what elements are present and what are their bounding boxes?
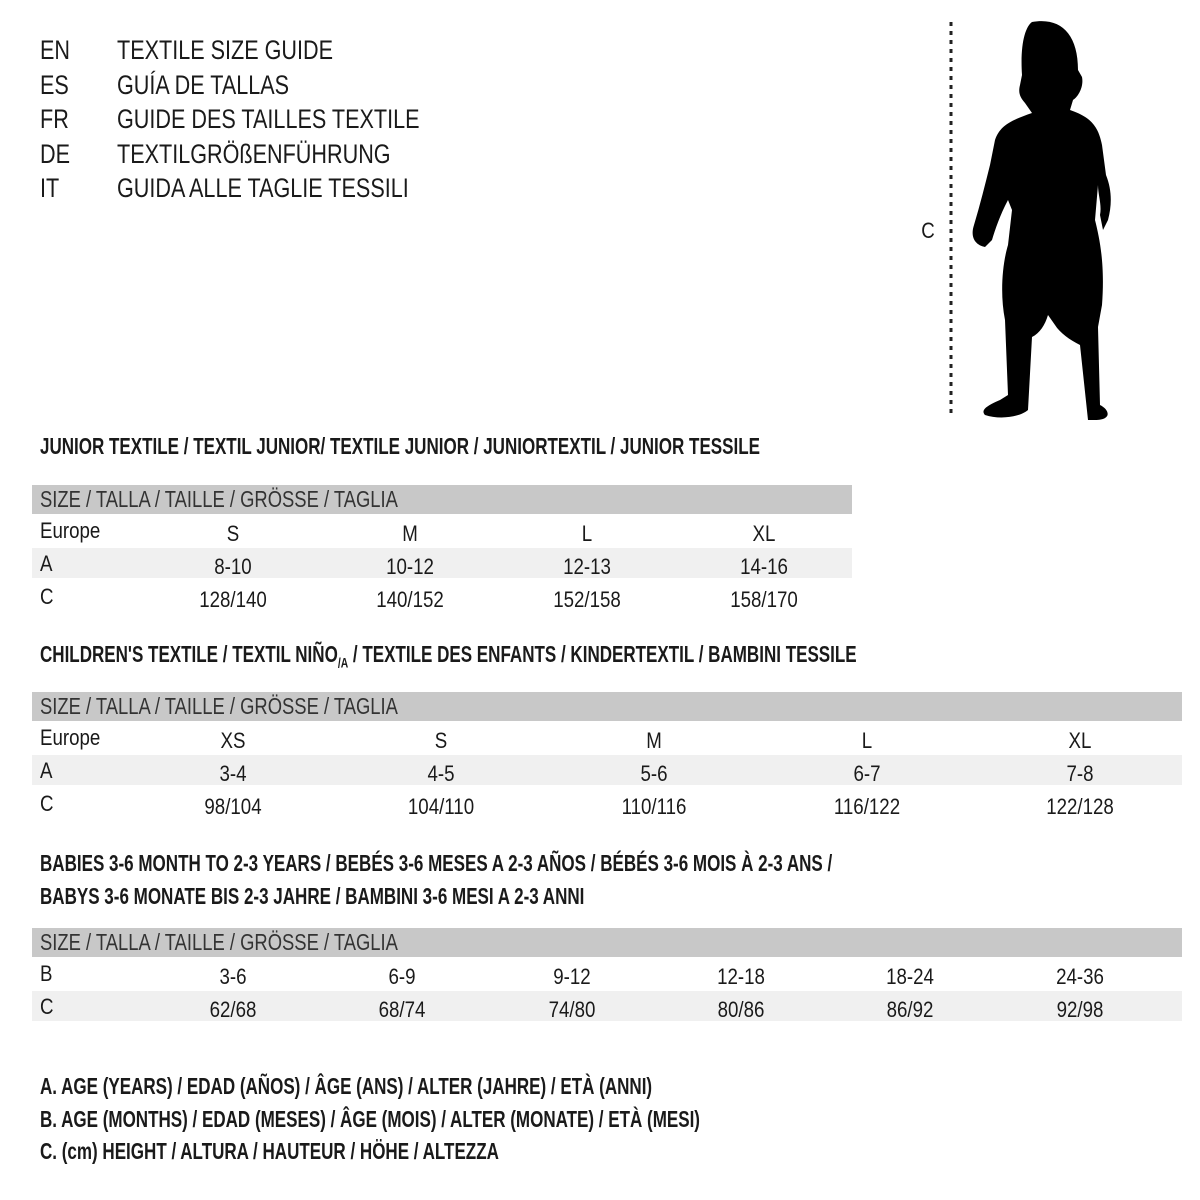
- table-cell: 80/86: [717, 997, 765, 1022]
- size-header-bar: [32, 928, 1182, 957]
- language-code: DE: [40, 138, 71, 169]
- legend-a: A. AGE (YEARS) / EDAD (AÑOS) / ÂGE (ANS)…: [40, 1073, 653, 1099]
- table-cell: 12-18: [717, 964, 765, 989]
- height-label: C: [921, 218, 935, 243]
- size-header-label: SIZE / TALLA / TAILLE / GRÖSSE / TAGLIA: [40, 693, 398, 719]
- table-cell: 92/98: [1056, 997, 1104, 1022]
- table-cell: 152/158: [553, 587, 621, 612]
- row-label: Europe: [40, 725, 101, 750]
- row-label: A: [40, 758, 53, 783]
- row-stripe: [32, 991, 1182, 1021]
- table-cell: S: [434, 728, 448, 753]
- table-cell: 8-10: [214, 554, 252, 579]
- table-cell: 14-16: [740, 554, 788, 579]
- table-cell: 5-6: [640, 761, 668, 786]
- size-header-label: SIZE / TALLA / TAILLE / GRÖSSE / TAGLIA: [40, 929, 398, 955]
- babies-heading-line2: BABYS 3-6 MONATE BIS 2-3 JAHRE / BAMBINI…: [40, 883, 585, 909]
- table-cell: S: [226, 521, 240, 546]
- row-label: C: [40, 791, 54, 816]
- row-label: A: [40, 551, 53, 576]
- language-code: EN: [40, 35, 71, 65]
- table-cell: 140/152: [376, 587, 444, 612]
- table-cell: 6-9: [388, 964, 416, 989]
- table-cell: 74/80: [548, 997, 596, 1022]
- child-silhouette-icon: [949, 21, 1111, 420]
- table-cell: L: [581, 521, 593, 546]
- table-cell: 12-13: [563, 554, 611, 579]
- language-title: GUIDA ALLE TAGLIE TESSILI: [117, 173, 409, 203]
- row-label: C: [40, 584, 54, 609]
- table-cell: M: [646, 728, 662, 753]
- size-header-bar: [32, 692, 1182, 721]
- table-cell: 62/68: [209, 997, 257, 1022]
- language-title: TEXTILE SIZE GUIDE: [117, 35, 334, 65]
- legend-b: B. AGE (MONTHS) / EDAD (MESES) / ÂGE (MO…: [40, 1106, 700, 1132]
- language-code: IT: [40, 173, 60, 203]
- table-cell: 158/170: [730, 587, 798, 612]
- size-header-label: SIZE / TALLA / TAILLE / GRÖSSE / TAGLIA: [40, 486, 398, 512]
- language-code: ES: [40, 69, 69, 100]
- table-cell: L: [861, 728, 873, 753]
- table-cell: 10-12: [386, 554, 434, 579]
- junior-heading: JUNIOR TEXTILE / TEXTIL JUNIOR/ TEXTILE …: [40, 433, 760, 459]
- table-cell: M: [402, 521, 418, 546]
- table-cell: 7-8: [1066, 761, 1094, 786]
- row-label: B: [40, 961, 53, 986]
- row-label: C: [40, 994, 54, 1019]
- language-title: GUIDE DES TAILLES TEXTILE: [117, 104, 420, 134]
- table-cell: 116/122: [833, 794, 901, 819]
- table-cell: XS: [220, 728, 246, 753]
- table-cell: XL: [752, 521, 776, 546]
- table-cell: 9-12: [553, 964, 591, 989]
- table-cell: 4-5: [427, 761, 455, 786]
- table-cell: 68/74: [378, 997, 426, 1022]
- table-cell: 110/116: [621, 794, 687, 819]
- language-title: TEXTILGRÖßENFÜHRUNG: [117, 138, 391, 169]
- table-cell: 122/128: [1046, 794, 1114, 819]
- language-title: GUÍA DE TALLAS: [117, 69, 290, 100]
- language-code: FR: [40, 104, 69, 134]
- table-cell: 86/92: [886, 997, 934, 1022]
- table-cell: 104/110: [407, 794, 475, 819]
- table-cell: 24-36: [1056, 964, 1104, 989]
- table-cell: 128/140: [199, 587, 267, 612]
- row-stripe: [32, 755, 1182, 785]
- table-cell: 6-7: [853, 761, 881, 786]
- row-label: Europe: [40, 518, 101, 543]
- table-cell: XL: [1068, 728, 1092, 753]
- row-stripe: [32, 548, 852, 578]
- table-cell: 98/104: [204, 794, 262, 819]
- children-heading: CHILDREN'S TEXTILE / TEXTIL NIÑO/A / TEX…: [40, 641, 857, 671]
- table-cell: 3-6: [219, 964, 247, 989]
- size-header-bar: [32, 485, 852, 514]
- legend-c: C. (cm) HEIGHT / ALTURA / HAUTEUR / HÖHE…: [40, 1138, 499, 1164]
- table-cell: 3-4: [219, 761, 247, 786]
- babies-heading-line1: BABIES 3-6 MONTH TO 2-3 YEARS / BEBÉS 3-…: [40, 850, 833, 876]
- table-cell: 18-24: [886, 964, 934, 989]
